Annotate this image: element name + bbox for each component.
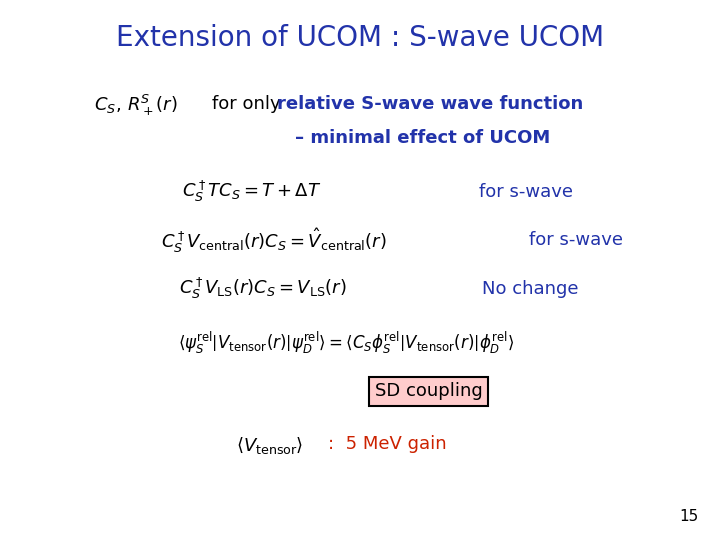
Text: $C_S,\, R^S_+(r)$: $C_S,\, R^S_+(r)$	[94, 93, 177, 118]
Text: $\langle \psi_S^{\mathrm{rel}}\left|V_{\mathrm{tensor}}(r)\right|\psi_D^{\mathrm: $\langle \psi_S^{\mathrm{rel}}\left|V_{\…	[178, 330, 513, 356]
Text: 15: 15	[679, 509, 698, 524]
Text: :  5 MeV gain: : 5 MeV gain	[328, 435, 446, 453]
Text: – minimal effect of UCOM: – minimal effect of UCOM	[295, 129, 551, 147]
Text: $C_S^\dagger V_{\mathrm{central}}(r)C_S = \hat{V}_{\mathrm{central}}(r)$: $C_S^\dagger V_{\mathrm{central}}(r)C_S …	[161, 226, 387, 255]
Text: for s-wave: for s-wave	[529, 231, 624, 249]
Text: SD coupling: SD coupling	[374, 382, 482, 401]
Text: relative S-wave wave function: relative S-wave wave function	[277, 94, 583, 113]
Text: for only: for only	[212, 94, 281, 113]
Text: Extension of UCOM : S-wave UCOM: Extension of UCOM : S-wave UCOM	[116, 24, 604, 52]
Text: No change: No change	[482, 280, 579, 298]
Text: $C_S^\dagger V_{\mathrm{LS}}(r)C_S = V_{\mathrm{LS}}(r)$: $C_S^\dagger V_{\mathrm{LS}}(r)C_S = V_{…	[179, 276, 346, 301]
Text: $\langle V_{\mathrm{tensor}}\rangle$: $\langle V_{\mathrm{tensor}}\rangle$	[236, 435, 304, 456]
Text: $C_S^\dagger T C_S = T + \Delta T$: $C_S^\dagger T C_S = T + \Delta T$	[182, 179, 322, 204]
Text: for s-wave: for s-wave	[479, 183, 573, 201]
